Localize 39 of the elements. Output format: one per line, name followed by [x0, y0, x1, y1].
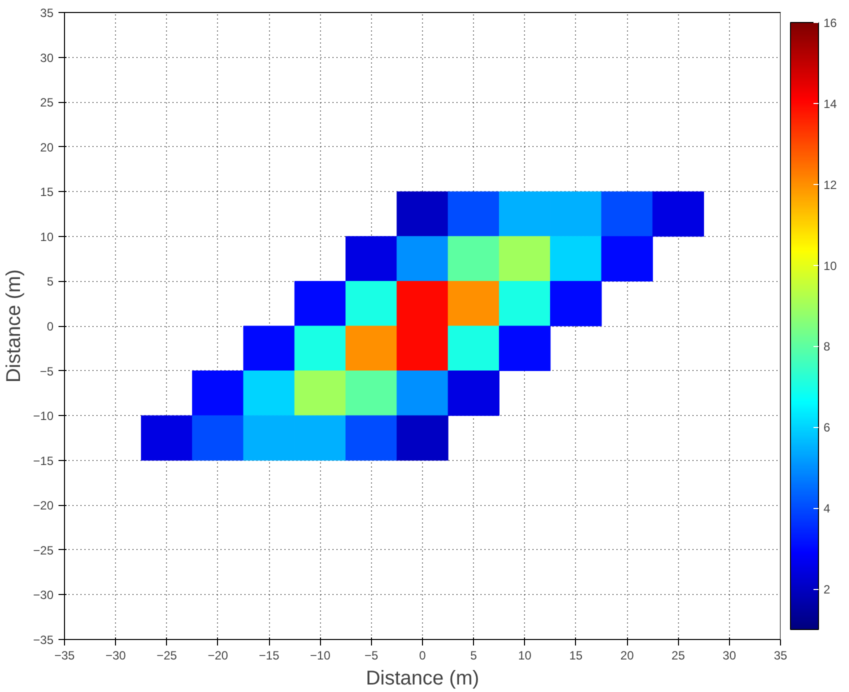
x-axis-title: Distance (m) — [366, 668, 480, 690]
y-tick-label: −10 — [33, 409, 54, 424]
y-tick-label: 5 — [46, 274, 54, 289]
y-tick-label: 20 — [40, 140, 54, 154]
color-bar-label: 10 — [824, 258, 838, 273]
y-tick-label: −25 — [33, 543, 54, 558]
x-tick-label: 25 — [672, 648, 686, 662]
color-bar-label: 12 — [824, 178, 838, 192]
x-tick-label: −10 — [310, 648, 331, 662]
y-tick-label: −5 — [40, 364, 54, 378]
x-tick-label: −5 — [364, 648, 379, 662]
x-tick-label: 15 — [569, 648, 583, 662]
x-tick-label: −30 — [105, 648, 126, 662]
x-tick-label: 10 — [518, 648, 532, 662]
color-bar-label: 2 — [824, 582, 830, 597]
y-tick-label: 0 — [46, 320, 54, 334]
y-tick-label: −15 — [33, 454, 54, 468]
y-tick-label: 10 — [40, 230, 54, 244]
x-tick-label: 0 — [419, 648, 426, 662]
y-tick-label: 15 — [40, 185, 54, 200]
x-tick-label: −20 — [208, 648, 228, 662]
color-bar-label: 6 — [824, 420, 830, 435]
x-tick-label: −15 — [258, 648, 280, 662]
x-tick-label: 30 — [722, 648, 736, 662]
color-bar-label: 4 — [824, 502, 830, 516]
y-axis-title: Distance (m) — [3, 269, 26, 383]
color-bar-label: 16 — [824, 16, 838, 30]
y-tick-label: 35 — [40, 6, 54, 20]
y-tick-label: −30 — [33, 588, 54, 602]
y-tick-label: −35 — [33, 633, 54, 647]
y-tick-label: 25 — [40, 96, 54, 110]
x-tick-label: −25 — [156, 648, 178, 662]
color-bar-label: 8 — [824, 340, 830, 354]
x-tick-label: 20 — [620, 648, 634, 662]
y-tick-label: −20 — [33, 498, 54, 513]
y-tick-label: 30 — [40, 50, 54, 65]
color-bar-label: 14 — [824, 96, 838, 111]
x-tick-label: 5 — [470, 648, 478, 662]
x-tick-label: 35 — [774, 648, 788, 662]
